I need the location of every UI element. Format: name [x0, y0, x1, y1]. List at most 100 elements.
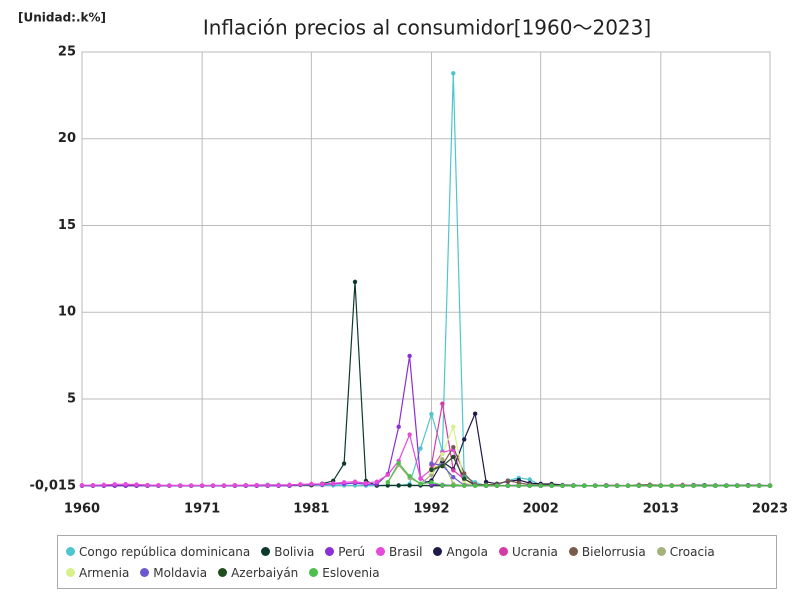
data-point: [374, 479, 380, 484]
data-point: [440, 457, 445, 462]
data-point: [647, 483, 653, 488]
data-point: [330, 481, 336, 486]
data-point: [669, 483, 674, 488]
legend-item: Congo república dominicana: [66, 541, 250, 562]
data-point: [440, 401, 445, 406]
data-point: [287, 482, 292, 488]
data-point: [505, 483, 511, 488]
data-point: [276, 482, 281, 488]
data-point: [363, 480, 369, 486]
y-tick-label: 10: [58, 305, 76, 320]
data-point: [134, 482, 139, 487]
series-line: [420, 411, 771, 487]
data-point: [189, 483, 194, 488]
data-point: [756, 483, 762, 488]
series-line: [82, 432, 770, 487]
legend-item: Bielorrusia: [568, 541, 646, 562]
data-point: [429, 411, 434, 417]
data-point: [614, 483, 620, 488]
data-point: [429, 480, 434, 485]
data-point: [156, 483, 161, 488]
x-tick-label: 1981: [293, 502, 329, 517]
data-point: [451, 483, 456, 488]
data-point: [298, 482, 303, 487]
data-point: [462, 437, 467, 442]
x-tick-label: 1960: [64, 502, 100, 517]
plot-frame: [81, 51, 771, 487]
data-point: [90, 483, 96, 488]
data-point: [472, 411, 478, 416]
data-point: [320, 481, 325, 487]
legend-label: Angola: [446, 544, 488, 559]
data-point: [451, 424, 456, 429]
series-line: [431, 462, 770, 487]
data-point: [680, 483, 685, 488]
x-tick-label: 2002: [523, 502, 559, 517]
legend-swatch: [140, 568, 150, 577]
data-point: [440, 483, 445, 488]
data-point: [462, 476, 467, 481]
data-point: [451, 445, 456, 450]
unit-label: [Unidad:.k%]: [18, 11, 106, 25]
data-point: [396, 424, 401, 429]
legend-item: Azerbaiyán: [218, 562, 298, 583]
data-point: [440, 451, 445, 457]
legend-swatch: [218, 568, 228, 577]
data-point: [79, 483, 85, 488]
data-point: [167, 483, 172, 488]
data-point: [396, 483, 401, 488]
data-point: [396, 460, 401, 466]
data-point: [265, 482, 270, 488]
data-point: [745, 483, 751, 488]
data-point: [385, 480, 390, 485]
legend-item: Croacia: [656, 541, 715, 562]
legend-swatch: [309, 568, 319, 577]
legend-swatch: [498, 547, 508, 556]
data-point: [418, 446, 423, 451]
chart-title: Inflación precios al consumidor[1960〜202…: [203, 16, 651, 40]
data-point: [527, 483, 532, 488]
data-point: [571, 483, 576, 488]
data-point: [199, 483, 205, 488]
y-tick-label: -0,015: [29, 479, 76, 494]
data-point: [462, 471, 467, 476]
legend-swatch: [656, 547, 666, 556]
data-point: [691, 483, 696, 488]
data-point: [407, 473, 412, 479]
data-point: [341, 480, 347, 485]
data-point: [178, 483, 183, 488]
data-point: [603, 483, 609, 488]
data-point: [232, 483, 238, 488]
data-point: [123, 481, 128, 487]
y-tick-label: 15: [58, 218, 76, 233]
data-point: [451, 71, 456, 76]
data-point: [429, 467, 434, 473]
legend-label: Bielorrusia: [581, 544, 646, 559]
legend-label: Perú: [338, 544, 366, 559]
data-point: [560, 483, 565, 488]
data-point: [593, 483, 598, 488]
data-point: [341, 461, 347, 466]
legend-swatch: [433, 547, 443, 556]
data-point: [254, 482, 259, 488]
legend-item: Moldavia: [140, 562, 207, 583]
legend: Congo república dominicana Bolivia Perú Bra…: [57, 535, 777, 589]
legend-label: Azerbaiyán: [231, 565, 299, 580]
data-point: [636, 483, 642, 488]
series-line: [81, 73, 770, 487]
data-point: [440, 463, 445, 469]
legend-item: Angola: [433, 541, 488, 562]
data-point: [472, 483, 478, 488]
data-point: [101, 482, 107, 488]
series-line: [431, 445, 771, 487]
legend-item: Brasil: [376, 541, 422, 562]
x-tick-label: 1992: [413, 502, 449, 517]
data-point: [494, 483, 500, 488]
legend-swatch: [376, 547, 386, 556]
legend-swatch: [66, 547, 75, 556]
data-point: [462, 483, 467, 488]
data-point: [407, 353, 412, 359]
data-point: [713, 483, 718, 488]
data-point: [658, 483, 663, 488]
